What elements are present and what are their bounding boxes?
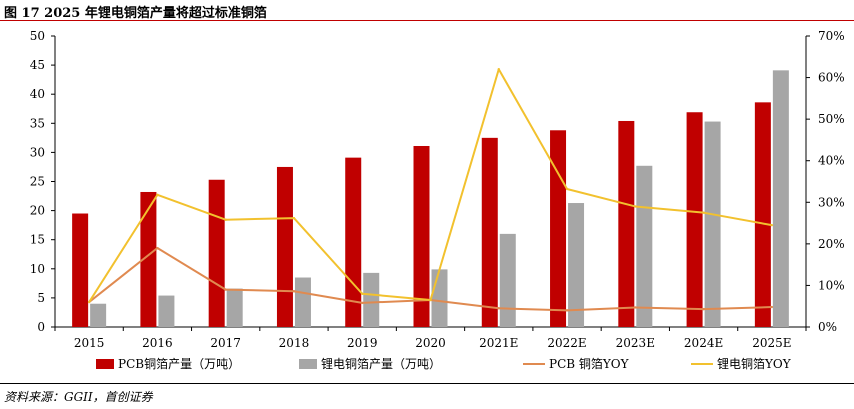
li-yoy-point bbox=[497, 68, 500, 71]
legend-pcb-yoy-label: PCB 铜箔YOY bbox=[549, 356, 630, 371]
x-tick-label: 2025E bbox=[752, 336, 791, 350]
bar-pcb-output bbox=[276, 166, 293, 327]
x-tick-label: 2015 bbox=[74, 336, 105, 350]
chart: 0 5 10 15 20 25 30 35 40 45 50 0% 10% 20% 30% 40% 50% 60%… bbox=[30, 29, 845, 371]
left-tick-label: 45 bbox=[30, 58, 45, 72]
x-tick-label: 2021E bbox=[479, 336, 518, 350]
legend-li-output-swatch bbox=[299, 359, 317, 369]
bar-li-output bbox=[499, 233, 516, 327]
left-tick-label: 5 bbox=[37, 291, 45, 305]
right-tick-label: 40% bbox=[818, 154, 845, 168]
bar-li-output bbox=[363, 272, 380, 327]
li-yoy-point bbox=[292, 216, 296, 220]
left-tick-label: 30 bbox=[30, 145, 45, 159]
x-tick-label: 2016 bbox=[142, 336, 173, 350]
li-yoy-point bbox=[429, 298, 432, 302]
pcb-yoy-point bbox=[565, 309, 569, 312]
bar-pcb-output bbox=[208, 179, 225, 327]
x-tick-label: 2018 bbox=[279, 336, 310, 350]
pcb-yoy-point bbox=[361, 301, 364, 305]
bar-li-output bbox=[431, 269, 448, 327]
li-yoy-point bbox=[156, 193, 159, 197]
legend-li-yoy-label: 锂电铜箔YOY bbox=[717, 356, 792, 371]
pcb-yoy-point bbox=[156, 246, 159, 250]
figure-title: 图 17 2025 年锂电铜箔产量将超过标准铜箔 bbox=[4, 6, 267, 21]
pcb-yoy-point bbox=[292, 290, 296, 293]
pcb-yoy-point bbox=[634, 306, 637, 309]
source-note: 资料来源：GGII，首创证券 bbox=[4, 390, 153, 404]
x-tick-label: 2022E bbox=[547, 336, 586, 350]
bar-li-output bbox=[636, 165, 653, 327]
pcb-yoy-point bbox=[224, 288, 227, 291]
right-tick-label: 50% bbox=[818, 112, 845, 126]
right-tick-label: 20% bbox=[818, 237, 845, 251]
right-tick-label: 30% bbox=[818, 195, 845, 209]
x-tick-label: 2017 bbox=[210, 336, 241, 350]
pcb-yoy-point bbox=[770, 305, 774, 309]
li-yoy-point bbox=[87, 300, 91, 304]
li-yoy-line bbox=[88, 68, 773, 303]
left-tick-label: 35 bbox=[30, 116, 45, 130]
right-tick-label: 10% bbox=[818, 278, 845, 292]
bar-pcb-output bbox=[72, 213, 89, 327]
left-tick-label: 0 bbox=[37, 320, 45, 334]
bar-pcb-output bbox=[413, 145, 430, 327]
bar-li-output bbox=[704, 121, 721, 327]
pcb-yoy-point bbox=[702, 307, 705, 311]
title-rule bbox=[0, 20, 854, 21]
bar-pcb-output bbox=[686, 112, 703, 327]
bar-pcb-output bbox=[618, 120, 635, 327]
right-tick-label: 70% bbox=[818, 29, 845, 43]
li-yoy-point bbox=[634, 205, 637, 208]
li-yoy-point bbox=[770, 223, 774, 227]
li-yoy-point bbox=[361, 292, 364, 295]
bar-pcb-output bbox=[345, 157, 362, 327]
x-tick-label: 2023E bbox=[616, 336, 655, 350]
x-tick-label: 2024E bbox=[684, 336, 723, 350]
legend-li-output-label: 锂电铜箔产量（万吨） bbox=[321, 356, 441, 371]
left-tick-label: 40 bbox=[30, 87, 45, 101]
bar-li-output bbox=[294, 277, 311, 327]
bar-pcb-output bbox=[754, 102, 771, 328]
bar-pcb-output bbox=[550, 130, 567, 327]
pcb-yoy-point bbox=[497, 307, 500, 310]
li-yoy-point bbox=[702, 211, 705, 214]
bar-li-output bbox=[158, 295, 175, 327]
legend-pcb-output-swatch bbox=[96, 359, 114, 369]
left-tick-label: 15 bbox=[30, 233, 45, 247]
bar-pcb-output bbox=[140, 191, 157, 327]
bar-li-output bbox=[772, 70, 789, 327]
legend-pcb-output-label: PCB铜箔产量（万吨） bbox=[118, 356, 240, 371]
li-yoy-point bbox=[565, 187, 569, 191]
x-tick-label: 2020 bbox=[415, 336, 446, 350]
bar-li-output bbox=[568, 203, 585, 327]
left-tick-label: 50 bbox=[30, 29, 45, 43]
left-tick-label: 10 bbox=[30, 262, 45, 276]
right-tick-label: 60% bbox=[818, 71, 845, 85]
bar-pcb-output bbox=[481, 137, 498, 327]
bar-li-output bbox=[90, 303, 107, 327]
source-rule bbox=[0, 383, 854, 384]
bar-li-output bbox=[226, 288, 243, 327]
li-yoy-point bbox=[224, 218, 227, 221]
x-tick-label: 2019 bbox=[347, 336, 378, 350]
left-tick-label: 25 bbox=[30, 175, 45, 189]
right-tick-label: 0% bbox=[818, 320, 837, 334]
left-tick-label: 20 bbox=[30, 204, 45, 218]
